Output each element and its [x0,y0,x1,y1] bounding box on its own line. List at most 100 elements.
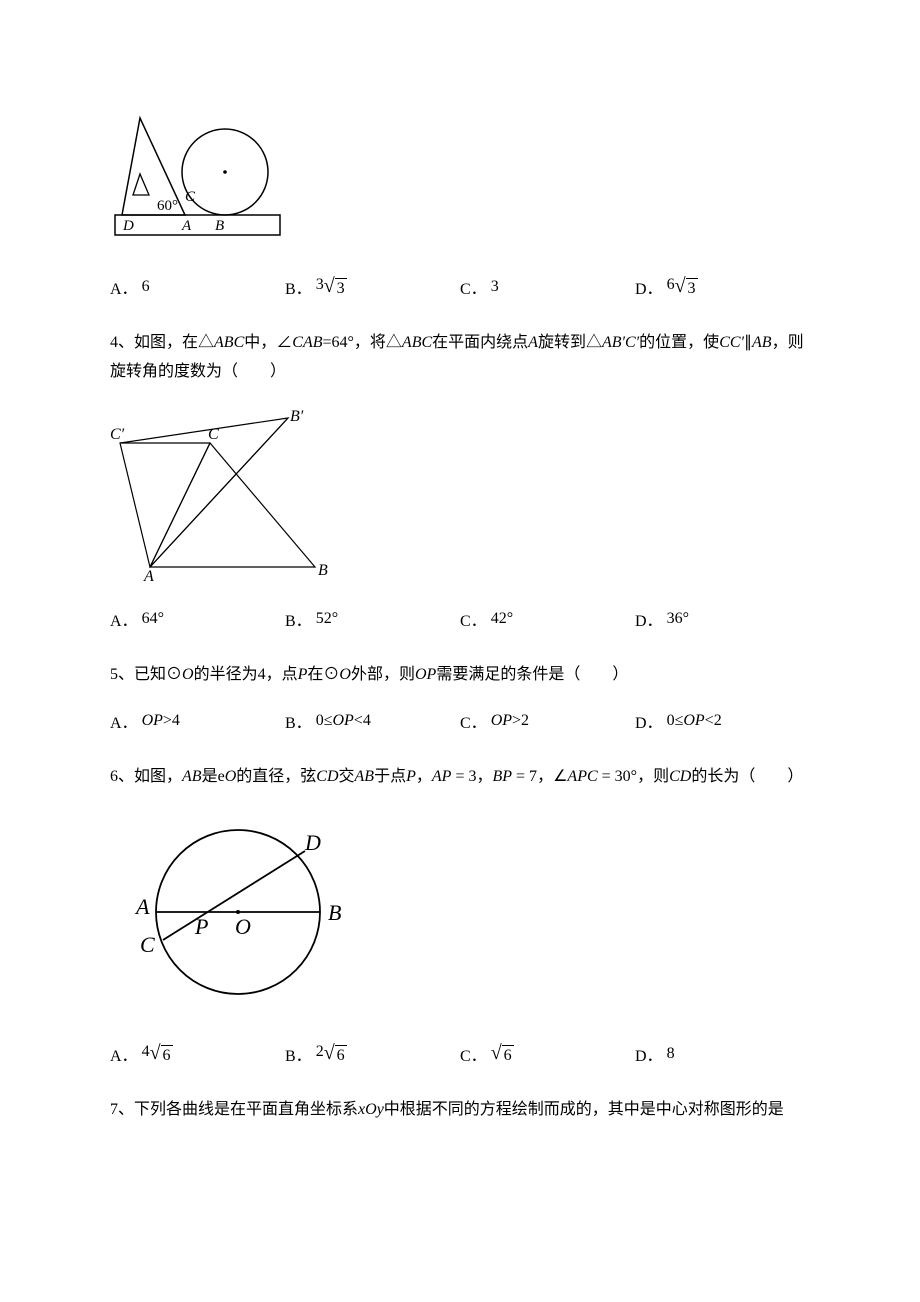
text: ， [476,768,492,785]
text: 如图，在△ [134,334,214,351]
text: 已知⊙ [134,666,182,683]
var: O [225,768,237,785]
radicand: 3 [335,278,347,298]
var: O [182,666,194,683]
label-P: P [194,914,208,939]
q5-option-D[interactable]: D． 0≤OP<2 [635,709,810,733]
q3-option-A[interactable]: A． 6 [110,275,285,299]
q6-option-C[interactable]: C． √ 6 [460,1042,635,1066]
option-label: C． [460,607,487,631]
option-value: OP>2 [491,712,529,730]
var: AP [432,768,452,785]
q3-option-C[interactable]: C． 3 [460,275,635,299]
q4-options: A． 64° B． 52° C． 42° D． 36° [110,607,810,631]
q4-option-A[interactable]: A． 64° [110,607,285,631]
option-value: 3 √ 3 [316,276,347,298]
q3-option-B[interactable]: B． 3 √ 3 [285,275,460,299]
text: ，则 [637,768,669,785]
option-value: 6 [142,278,150,296]
option-value: 2 √ 6 [316,1043,347,1065]
var: xOy [358,1101,384,1118]
label-A: A [143,568,154,582]
q4-figure: A B C C′ B′ [110,407,810,587]
q-number: 5、 [110,666,134,683]
var: OP [415,666,436,683]
var: CC′ [719,334,744,351]
sqrt-icon: √ [324,1043,335,1063]
pre: 0≤ [316,712,333,729]
option-label: A． [110,709,138,733]
option-value: OP>4 [142,712,180,730]
sqrt-icon: √ [324,276,335,296]
text: ∥ [744,334,752,351]
option-label: D． [635,709,663,733]
var: OP [683,712,704,729]
text: 中根据不同的方程绘制而成的，其中是中心对称图形的是 [384,1101,784,1118]
text: ， [537,768,553,785]
option-value: 3 [491,278,499,296]
option-value: 36° [667,610,689,628]
option-label: A． [110,275,138,299]
rel: <4 [354,712,371,729]
label-A: A [181,218,192,234]
option-value: 0≤OP<2 [667,712,722,730]
text: 的直径，弦 [236,768,316,785]
label-A: A [134,894,150,919]
option-value: 42° [491,610,513,628]
q5-option-A[interactable]: A． OP>4 [110,709,285,733]
label-C: C [140,932,155,957]
q5-text: 5、已知⊙O的半径为4，点P在⊙O外部，则OP需要满足的条件是（ ） [110,661,810,690]
option-value: 0≤OP<4 [316,712,371,730]
q6-option-A[interactable]: A． 4 √ 6 [110,1042,285,1066]
var: ABC [214,334,244,351]
radicand: 3 [686,278,698,298]
var: O [339,666,351,683]
q6-option-D[interactable]: D． 8 [635,1042,810,1066]
option-value: 6 √ 3 [667,276,698,298]
text: ∠ [553,768,567,785]
q4-option-D[interactable]: D． 36° [635,607,810,631]
q6-figure: A B C D P O [110,812,810,1022]
coef: 3 [316,276,324,294]
q6-text: 6、如图，AB是eO的直径，弦CD交AB于点P，AP = 3，BP = 7，∠A… [110,763,810,792]
coef: 6 [667,276,675,294]
q6-options: A． 4 √ 6 B． 2 √ 6 C． √ 6 D． 8 [110,1042,810,1066]
q6-option-B[interactable]: B． 2 √ 6 [285,1042,460,1066]
label-C: C [185,189,196,205]
text: 需要满足的条件是（ ） [436,666,628,683]
option-label: D． [635,275,663,299]
var: BP [492,768,512,785]
q5-options: A． OP>4 B． 0≤OP<4 C． OP>2 D． 0≤OP<2 [110,709,810,733]
var: CD [669,768,691,785]
text: 在⊙ [307,666,339,683]
coef: 2 [316,1043,324,1061]
option-label: B． [285,709,312,733]
q5-option-C[interactable]: C． OP>2 [460,709,635,733]
text: 交 [339,768,355,785]
var: AB [355,768,375,785]
q3-option-D[interactable]: D． 6 √ 3 [635,275,810,299]
var: AB [182,768,202,785]
var: AB [752,334,772,351]
val: = 30° [598,768,637,785]
val: = 3 [451,768,476,785]
text: 旋转到△ [538,334,602,351]
text: 于点 [374,768,406,785]
val: = 7 [512,768,537,785]
text: 的位置，使 [639,334,719,351]
q5-option-B[interactable]: B． 0≤OP<4 [285,709,460,733]
text: 的半径为4，点 [194,666,298,683]
var: CAB [292,334,322,351]
text: 的长为（ ） [691,768,803,785]
text: =64°，将△ [322,334,401,351]
rel: <2 [705,712,722,729]
sqrt-icon: √ [675,276,686,296]
label-C: C [208,426,219,443]
label-O: O [235,914,251,939]
q4-option-C[interactable]: C． 42° [460,607,635,631]
text: 中，∠ [244,334,292,351]
q4-option-B[interactable]: B． 52° [285,607,460,631]
var: P [298,666,308,683]
sqrt-icon: √ [150,1043,161,1063]
option-label: C． [460,1042,487,1066]
